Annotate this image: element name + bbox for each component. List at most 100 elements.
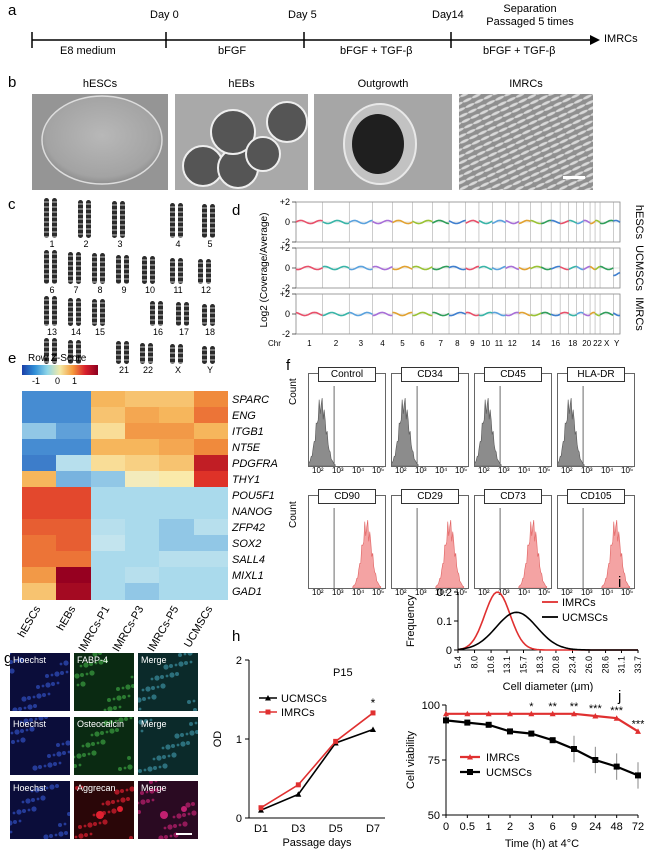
chart-j-point-ucmscs	[464, 719, 471, 726]
cnv-segment	[568, 265, 577, 271]
cnv-segment	[478, 311, 493, 317]
stain-dot	[81, 744, 85, 748]
gene-label: GAD1	[232, 586, 262, 598]
heatmap-cell	[125, 583, 160, 600]
flow-x-tick: 10²	[395, 588, 407, 597]
cnv-segment	[583, 219, 591, 224]
flow-histogram-peak	[306, 398, 336, 467]
chart-j-point-ucmscs	[528, 730, 535, 737]
heatmap-cell	[125, 519, 160, 536]
flow-x-tick: 10²	[478, 588, 490, 597]
chart-i-legend-label: UCMSCs	[562, 612, 608, 624]
stage-bfgf-tgf-1: bFGF + TGF-β	[340, 45, 413, 57]
chart-j-significance: *	[529, 701, 534, 713]
stage-bfgf-tgf-2: bFGF + TGF-β	[483, 45, 556, 57]
chromatid	[86, 199, 91, 238]
panel-label-j: j	[618, 688, 622, 705]
chart-i-x-tick-label: 23.4	[567, 656, 577, 674]
stain-dot	[12, 707, 18, 711]
heatmap-cell	[90, 551, 126, 568]
chromosome-label: X	[174, 365, 181, 375]
micrograph-imrcs	[459, 94, 593, 190]
stain-label: Merge	[141, 655, 167, 665]
chromosome-pair	[202, 345, 218, 364]
chromosome-pair	[170, 257, 186, 284]
chromosome-pair	[44, 338, 60, 364]
stain-dot	[84, 833, 88, 837]
chart-j-y-tick-label: 100	[422, 700, 440, 712]
chromosome-pair	[92, 299, 108, 326]
sample-label: hEBs	[54, 604, 78, 633]
flow-histogram-cd73	[474, 495, 552, 589]
cnv-segment	[505, 219, 520, 225]
chromosome-pair	[44, 198, 60, 238]
chart-h-legend-marker	[265, 709, 271, 715]
chromatid	[44, 338, 49, 364]
cnv-segment	[576, 311, 584, 315]
stain-dot	[184, 661, 188, 665]
micrograph-hebs	[175, 94, 308, 190]
chart-h-x-tick-label: D5	[329, 823, 343, 835]
gene-label: SOX2	[232, 538, 262, 550]
stain-dot	[154, 781, 158, 783]
chromosome-label: 15	[94, 327, 105, 337]
heatmap-cell	[193, 487, 229, 504]
chart-h-xlabel: Passage days	[282, 837, 352, 849]
chromosome-label: Y	[206, 365, 213, 375]
stain-dot	[149, 788, 155, 794]
heatmap-cell	[22, 583, 57, 600]
cnv-chr-tick: 22	[593, 339, 602, 348]
stain-dot	[56, 751, 62, 757]
chromosome-pair	[92, 253, 108, 284]
heatmap-cell	[159, 487, 195, 504]
gene-label: NT5E	[232, 442, 261, 454]
stain-dot	[32, 765, 38, 771]
cnv-segment	[348, 219, 373, 225]
chromatid	[124, 254, 129, 284]
stain-dot	[54, 833, 58, 837]
cnv-segment	[530, 265, 542, 270]
cnv-tick-label: -2	[282, 237, 290, 247]
heatmap-cell	[193, 551, 229, 568]
stain-dot	[129, 717, 133, 720]
stain-dot	[58, 761, 62, 765]
heatmap-cell	[22, 391, 57, 408]
chart-h-y-tick-label: 0	[236, 813, 242, 825]
stain-dot	[158, 765, 162, 769]
flow-marker-label: CD73	[484, 489, 542, 504]
chart-j-xlabel: Time (h) at 4°C	[505, 838, 579, 850]
stain-dot	[20, 729, 24, 733]
stain-dot	[85, 742, 91, 748]
panel-label-c: c	[8, 196, 16, 213]
flow-x-tick: 10³	[498, 588, 510, 597]
chromatid	[178, 257, 183, 284]
heatmap-cell	[22, 407, 57, 424]
stain-dot	[151, 686, 155, 690]
heatmap-cell	[125, 551, 160, 568]
stain-dot	[156, 755, 162, 761]
sample-label: IMRCs-P5	[145, 604, 181, 654]
cnv-segment	[599, 219, 614, 225]
chromosome-pair	[202, 204, 218, 238]
cnv-segment	[478, 265, 493, 271]
flow-histogram-svg	[499, 508, 548, 589]
scale-bar	[176, 833, 192, 835]
stain-dot	[96, 811, 104, 819]
stain-dot	[19, 720, 23, 724]
chromatid	[176, 302, 181, 326]
flow-x-tick: 10²	[312, 588, 324, 597]
stain-dot	[145, 790, 149, 794]
stain-dot	[125, 788, 129, 792]
heatmap-cell	[22, 519, 57, 536]
chromatid	[44, 296, 49, 326]
heatmap-cell	[56, 535, 92, 552]
chromatid	[158, 300, 163, 326]
stain-dot	[127, 694, 131, 698]
stain-dot	[138, 707, 142, 711]
stain-texture	[74, 717, 133, 771]
flow-x-tick: 10³	[581, 588, 593, 597]
cnv-segment	[392, 219, 413, 225]
chart-j-viability: 50 75 100 0 0.5 1 2 3 6 9 24 48 72 Time (h) at 4°C Cel…	[405, 700, 645, 850]
stain-dot	[109, 728, 115, 734]
cnv-segment	[322, 311, 350, 317]
